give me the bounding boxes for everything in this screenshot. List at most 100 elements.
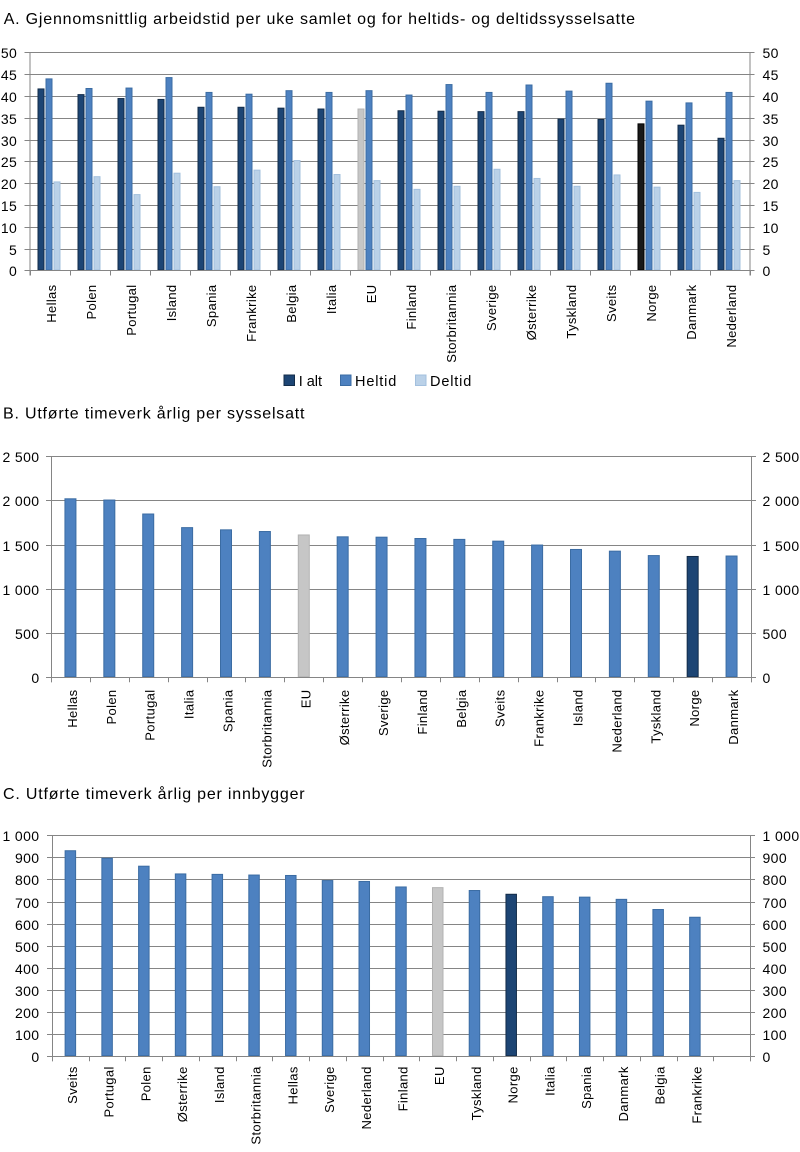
svg-text:Frankrike: Frankrike <box>244 285 259 342</box>
svg-text:2 000: 2 000 <box>763 493 800 509</box>
svg-text:0: 0 <box>9 263 17 279</box>
svg-text:800: 800 <box>15 872 40 888</box>
svg-text:Østerrike: Østerrike <box>175 1066 190 1122</box>
svg-text:900: 900 <box>15 850 40 866</box>
svg-text:A. Gjennomsnittlig arbeidstid: A. Gjennomsnittlig arbeidstid per uke sa… <box>4 11 636 28</box>
svg-text:Finland: Finland <box>396 1066 411 1111</box>
svg-text:Sverige: Sverige <box>484 285 499 332</box>
svg-text:500: 500 <box>763 939 788 955</box>
svg-text:300: 300 <box>763 983 788 999</box>
svg-text:15: 15 <box>1 198 17 214</box>
svg-text:Finland: Finland <box>415 690 430 735</box>
svg-text:10: 10 <box>763 220 779 236</box>
svg-text:500: 500 <box>15 626 40 642</box>
svg-text:Hellas: Hellas <box>44 284 59 322</box>
svg-text:Frankrike: Frankrike <box>689 1066 704 1123</box>
svg-text:Heltid: Heltid <box>355 374 397 390</box>
svg-text:EU: EU <box>432 1066 447 1085</box>
svg-text:Sverige: Sverige <box>376 690 391 737</box>
svg-text:45: 45 <box>1 67 17 83</box>
svg-text:Storbritannia: Storbritannia <box>249 1066 264 1145</box>
svg-text:Spania: Spania <box>579 1066 594 1109</box>
svg-text:Polen: Polen <box>104 690 119 725</box>
svg-text:Island: Island <box>164 285 179 322</box>
svg-text:EU: EU <box>298 690 313 709</box>
svg-text:30: 30 <box>1 133 17 149</box>
svg-text:Italia: Italia <box>182 689 197 719</box>
svg-text:B. Utførte timeverk årlig per: B. Utførte timeverk årlig per sysselsatt <box>3 405 305 423</box>
svg-text:Tyskland: Tyskland <box>648 690 663 744</box>
svg-text:300: 300 <box>15 983 40 999</box>
svg-text:Sveits: Sveits <box>65 1066 80 1104</box>
svg-text:Belgia: Belgia <box>454 689 469 728</box>
svg-text:2 500: 2 500 <box>763 449 800 465</box>
svg-text:700: 700 <box>763 895 788 911</box>
svg-text:Portugal: Portugal <box>143 690 158 741</box>
svg-text:Frankrike: Frankrike <box>532 690 547 747</box>
svg-text:25: 25 <box>763 154 779 170</box>
svg-text:Nederland: Nederland <box>609 690 624 753</box>
svg-text:Italia: Italia <box>324 284 339 314</box>
svg-text:35: 35 <box>763 111 779 127</box>
svg-text:Italia: Italia <box>542 1066 557 1096</box>
svg-text:5: 5 <box>763 242 771 258</box>
svg-text:Finland: Finland <box>404 285 419 330</box>
svg-text:Storbritannia: Storbritannia <box>259 689 274 768</box>
svg-text:1 000: 1 000 <box>763 828 800 844</box>
svg-text:200: 200 <box>15 1005 40 1021</box>
svg-text:500: 500 <box>15 939 40 955</box>
svg-text:5: 5 <box>9 242 17 258</box>
svg-text:10: 10 <box>1 220 17 236</box>
svg-text:Portugal: Portugal <box>124 285 139 336</box>
svg-text:Belgia: Belgia <box>653 1066 668 1105</box>
svg-text:Belgia: Belgia <box>284 284 299 323</box>
svg-text:Nederland: Nederland <box>724 285 739 348</box>
svg-text:600: 600 <box>763 917 788 933</box>
svg-text:40: 40 <box>1 89 17 105</box>
svg-text:Hellas: Hellas <box>65 689 80 727</box>
svg-text:Tyskland: Tyskland <box>564 285 579 339</box>
svg-text:50: 50 <box>1 45 17 61</box>
svg-text:Spania: Spania <box>221 689 236 732</box>
svg-text:20: 20 <box>1 176 17 192</box>
svg-text:0: 0 <box>31 1049 39 1065</box>
svg-text:1 000: 1 000 <box>2 828 39 844</box>
svg-text:200: 200 <box>763 1005 788 1021</box>
svg-text:Polen: Polen <box>138 1066 153 1101</box>
svg-text:0: 0 <box>763 1049 771 1065</box>
svg-text:Portugal: Portugal <box>102 1066 117 1117</box>
svg-text:Sveits: Sveits <box>493 689 508 727</box>
svg-text:1 000: 1 000 <box>763 582 800 598</box>
svg-text:Storbritannia: Storbritannia <box>444 284 459 363</box>
svg-text:400: 400 <box>763 961 788 977</box>
svg-text:500: 500 <box>763 626 788 642</box>
svg-text:Norge: Norge <box>644 285 659 322</box>
svg-text:Sveits: Sveits <box>604 284 619 322</box>
svg-text:100: 100 <box>763 1027 788 1043</box>
svg-text:EU: EU <box>364 285 379 304</box>
svg-text:15: 15 <box>763 198 779 214</box>
svg-text:Danmark: Danmark <box>726 689 741 744</box>
svg-text:Deltid: Deltid <box>430 374 472 390</box>
svg-text:C. Utførte timeverk årlig per: C. Utførte timeverk årlig per innbygger <box>3 785 305 803</box>
svg-text:Tyskland: Tyskland <box>469 1066 484 1120</box>
svg-text:40: 40 <box>763 89 779 105</box>
svg-text:Polen: Polen <box>84 285 99 320</box>
svg-text:Island: Island <box>571 690 586 727</box>
svg-text:2 500: 2 500 <box>2 449 39 465</box>
svg-text:25: 25 <box>1 154 17 170</box>
svg-text:Danmark: Danmark <box>684 284 699 339</box>
svg-text:Østerrike: Østerrike <box>524 285 539 341</box>
svg-text:600: 600 <box>15 917 40 933</box>
svg-text:1 500: 1 500 <box>2 538 39 554</box>
svg-text:Hellas: Hellas <box>285 1066 300 1104</box>
svg-text:1 500: 1 500 <box>763 538 800 554</box>
svg-text:35: 35 <box>1 111 17 127</box>
svg-text:Østerrike: Østerrike <box>337 690 352 746</box>
svg-text:Sverige: Sverige <box>322 1066 337 1113</box>
svg-text:Danmark: Danmark <box>616 1066 631 1121</box>
svg-text:I alt: I alt <box>299 374 322 390</box>
svg-text:700: 700 <box>15 895 40 911</box>
svg-text:0: 0 <box>763 670 771 686</box>
svg-text:Island: Island <box>212 1066 227 1103</box>
